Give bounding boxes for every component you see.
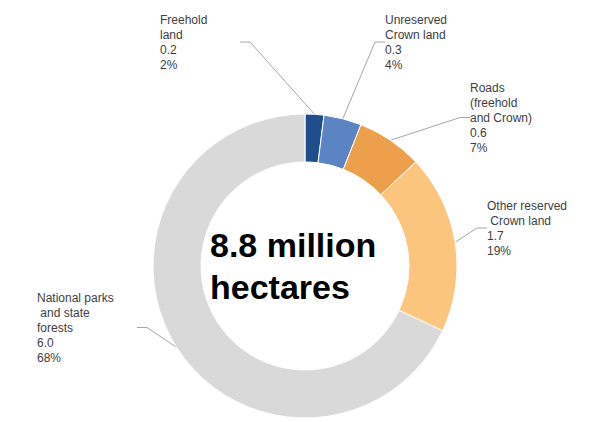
svg-text:land: land xyxy=(160,28,183,42)
svg-text:Crown land: Crown land xyxy=(385,28,446,42)
svg-text:68%: 68% xyxy=(37,351,61,365)
svg-text:hectares: hectares xyxy=(210,268,350,306)
svg-text:7%: 7% xyxy=(470,141,488,155)
svg-text:National parks: National parks xyxy=(37,291,114,305)
svg-text:Unreserved: Unreserved xyxy=(385,13,450,27)
svg-text:4%: 4% xyxy=(385,58,403,72)
svg-text:0.3: 0.3 xyxy=(385,43,402,57)
svg-text:Other reserved: Other reserved xyxy=(487,199,567,213)
svg-text:Crown land: Crown land xyxy=(487,214,551,228)
svg-text:and Crown): and Crown) xyxy=(470,111,532,125)
svg-text:(freehold: (freehold xyxy=(470,96,521,110)
svg-text:8.8 million: 8.8 million xyxy=(210,226,386,264)
svg-text:Freehold: Freehold xyxy=(160,13,211,27)
svg-text:and state: and state xyxy=(37,306,93,320)
svg-text:6.0: 6.0 xyxy=(37,336,54,350)
svg-text:0.6: 0.6 xyxy=(470,126,487,140)
svg-text:19%: 19% xyxy=(487,244,511,258)
svg-text:Roads: Roads xyxy=(470,81,508,95)
svg-text:forests: forests xyxy=(37,321,73,335)
svg-text:2%: 2% xyxy=(160,58,178,72)
svg-text:1.7: 1.7 xyxy=(487,229,504,243)
svg-text:0.2: 0.2 xyxy=(160,43,177,57)
